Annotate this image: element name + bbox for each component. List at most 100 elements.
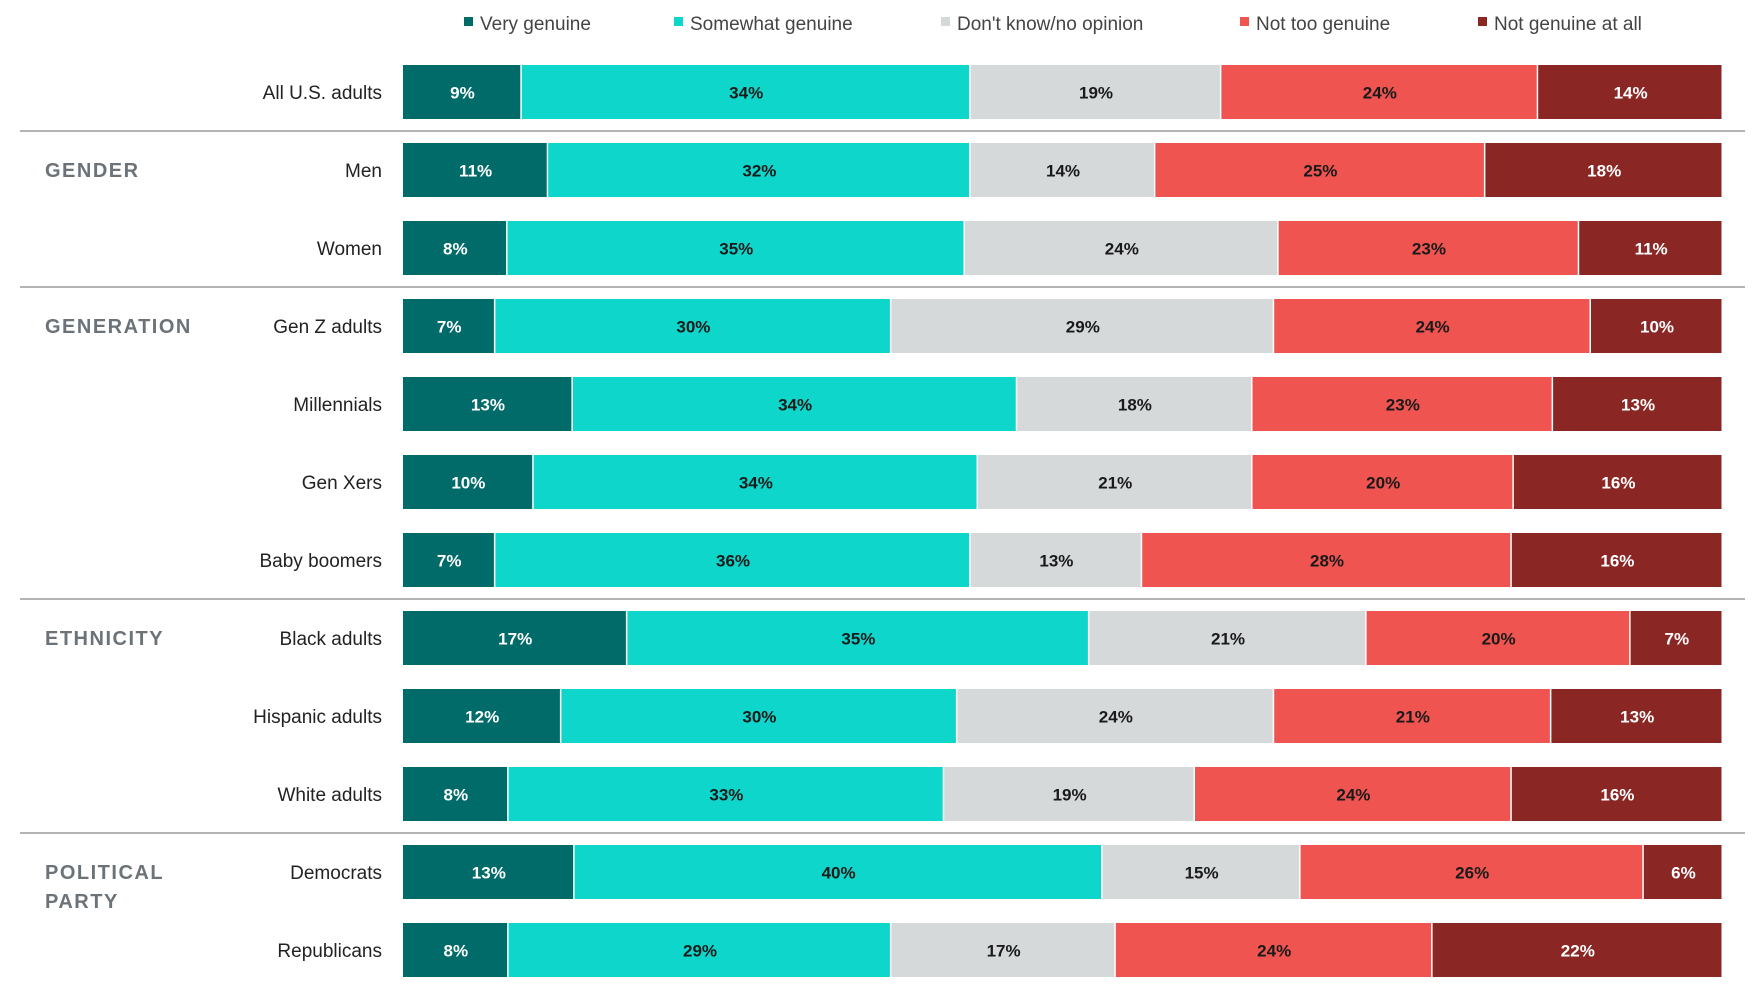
bar-segment: [978, 455, 1252, 509]
legend-label: Not too genuine: [1256, 14, 1390, 35]
bar-segment: [1551, 689, 1722, 743]
legend: Very genuine Somewhat genuine Don't know/n…: [464, 14, 1642, 35]
bar-value-label: 19%: [1053, 786, 1087, 805]
row-label: Baby boomers: [259, 551, 382, 572]
bar-segment: [1274, 299, 1590, 353]
legend-swatch: [941, 17, 950, 26]
legend-item: Somewhat genuine: [674, 14, 853, 35]
bar-segment: [403, 923, 508, 977]
bar-segment: [495, 533, 970, 587]
bar-value-label: 10%: [451, 474, 485, 493]
bars: 9% 34% 19% 24% 14% 11% 32% 14% 25% 18% 8% 35% 24% 23%…: [403, 65, 1722, 977]
legend-label: Don't know/no opinion: [957, 14, 1143, 35]
bar-segment: [1017, 377, 1252, 431]
legend-swatch: [1478, 17, 1487, 26]
bar-segment: [1102, 845, 1300, 899]
bar-value-label: 30%: [676, 318, 710, 337]
bar-value-label: 8%: [443, 240, 468, 259]
bar-segment: [495, 299, 890, 353]
bar-segment: [1278, 221, 1578, 275]
group-label: ETHNICITY: [45, 628, 164, 650]
bar-value-label: 40%: [822, 864, 856, 883]
bar-value-label: 13%: [1039, 552, 1073, 571]
bar-segment: [891, 299, 1273, 353]
bar-value-label: 16%: [1600, 786, 1634, 805]
bar-value-label: 24%: [1336, 786, 1370, 805]
row-label: Millennials: [293, 395, 382, 416]
bar-row: 10% 34% 21% 20% 16%: [403, 455, 1722, 509]
bar-segment: [1142, 533, 1511, 587]
bar-segment: [1485, 143, 1722, 197]
bar-segment: [403, 143, 547, 197]
bar-segment: [1643, 845, 1722, 899]
bar-value-label: 24%: [1105, 240, 1139, 259]
bar-segment: [403, 299, 494, 353]
bar-value-label: 10%: [1640, 318, 1674, 337]
bar-row: 8% 29% 17% 24% 22%: [403, 923, 1722, 977]
bar-value-label: 18%: [1587, 162, 1621, 181]
bar-segment: [891, 923, 1115, 977]
bar-value-label: 11%: [1635, 240, 1668, 259]
bar-segment: [403, 845, 574, 899]
bar-segment: [561, 689, 956, 743]
group-labels: GENDER GENERATION ETHNICITY POLITICAL PARTY: [45, 160, 190, 913]
bar-value-label: 20%: [1366, 474, 1400, 493]
bar-row: 11% 32% 14% 25% 18%: [403, 143, 1722, 197]
row-label: Women: [317, 239, 382, 260]
row-label: Hispanic adults: [253, 707, 382, 728]
bar-value-label: 16%: [1601, 474, 1635, 493]
legend-swatch: [1240, 17, 1249, 26]
bar-segment: [574, 845, 1102, 899]
bar-segment: [964, 221, 1278, 275]
bar-segment: [1538, 65, 1722, 119]
bar-segment: [1630, 611, 1722, 665]
row-label: Gen Xers: [302, 473, 382, 494]
bar-value-label: 35%: [841, 630, 875, 649]
bar-segment: [403, 689, 560, 743]
bar-segment: [1221, 65, 1537, 119]
bar-segment: [508, 923, 890, 977]
bar-segment: [403, 65, 521, 119]
bar-value-label: 34%: [729, 84, 763, 103]
legend-item: Not too genuine: [1240, 14, 1390, 35]
bar-value-label: 7%: [437, 552, 462, 571]
bar-segment: [1432, 923, 1722, 977]
legend-item: Don't know/no opinion: [941, 14, 1143, 35]
bar-segment: [970, 533, 1141, 587]
row-labels: All U.S. adults Men Women Gen Z adults Mille…: [253, 83, 382, 962]
bar-segment: [1252, 455, 1513, 509]
bar-value-label: 24%: [1363, 84, 1397, 103]
bar-value-label: 6%: [1671, 864, 1696, 883]
group-separators: [20, 130, 1745, 834]
bar-value-label: 9%: [450, 84, 475, 103]
bar-value-label: 7%: [1665, 630, 1690, 649]
bar-value-label: 15%: [1185, 864, 1219, 883]
bar-value-label: 21%: [1211, 630, 1245, 649]
bar-value-label: 14%: [1614, 84, 1648, 103]
bar-segment: [1089, 611, 1366, 665]
bar-row: 8% 33% 19% 24% 16%: [403, 767, 1722, 821]
bar-value-label: 34%: [778, 396, 812, 415]
bar-value-label: 21%: [1396, 708, 1430, 727]
legend-item: Very genuine: [464, 14, 591, 35]
bar-value-label: 30%: [742, 708, 776, 727]
bar-segment: [1300, 845, 1643, 899]
bar-segment: [627, 611, 1088, 665]
bar-segment: [1553, 377, 1722, 431]
legend-label: Very genuine: [480, 14, 591, 35]
bar-value-label: 16%: [1600, 552, 1634, 571]
bar-value-label: 8%: [444, 942, 469, 961]
bar-segment: [548, 143, 970, 197]
bar-segment: [403, 767, 508, 821]
bar-value-label: 12%: [465, 708, 499, 727]
bar-row: 13% 40% 15% 26% 6%: [403, 845, 1722, 899]
bar-segment: [403, 533, 494, 587]
bar-segment: [572, 377, 1016, 431]
bar-value-label: 25%: [1303, 162, 1337, 181]
row-label: Democrats: [290, 863, 382, 884]
row-label: Republicans: [277, 941, 382, 962]
bar-value-label: 13%: [471, 396, 505, 415]
bar-value-label: 17%: [498, 630, 532, 649]
bar-segment: [533, 455, 977, 509]
